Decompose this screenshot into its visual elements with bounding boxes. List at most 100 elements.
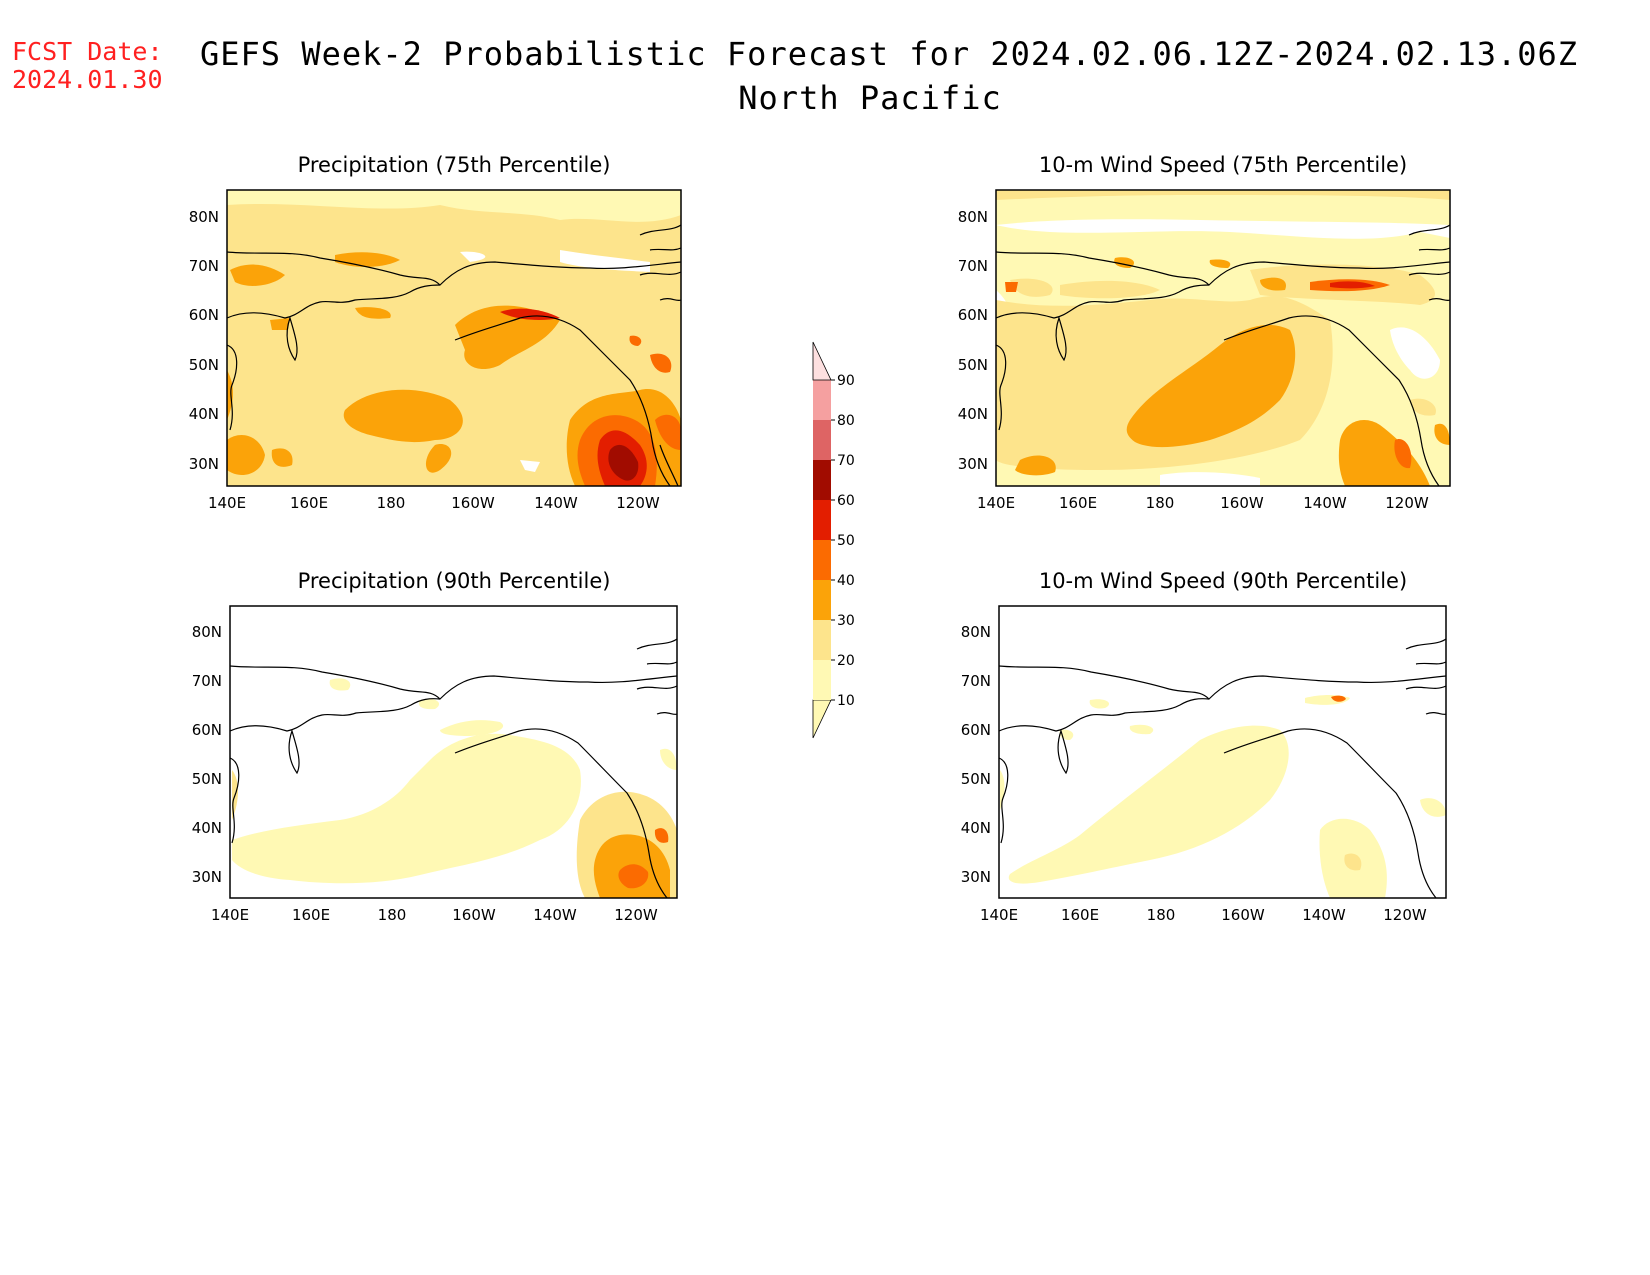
colorbar-swatch: [813, 500, 831, 540]
svg-text:30N: 30N: [189, 455, 219, 473]
panel-title: Precipitation (75th Percentile): [298, 153, 611, 177]
svg-text:140W: 140W: [1303, 494, 1347, 512]
svg-text:160E: 160E: [1061, 906, 1099, 924]
precip-90-shading: [230, 606, 677, 898]
colorbar-label: 80: [837, 413, 855, 429]
lat-axis-labels: 80N 70N 60N 50N 40N 30N: [192, 623, 222, 886]
map-frame: [998, 605, 1447, 899]
svg-text:70N: 70N: [961, 672, 991, 690]
svg-text:30N: 30N: [961, 868, 991, 886]
svg-text:80N: 80N: [961, 623, 991, 641]
colorbar-label: 30: [837, 613, 855, 629]
lon-axis-labels: 140E 160E 180 160W 140W 120W: [980, 906, 1427, 924]
wind-90-shading: [999, 606, 1446, 898]
lon-axis-labels: 140E 160E 180 160W 140W 120W: [211, 906, 658, 924]
svg-text:160W: 160W: [1221, 906, 1265, 924]
map-frame: [995, 189, 1451, 487]
svg-text:140W: 140W: [534, 494, 578, 512]
svg-text:60N: 60N: [189, 306, 219, 324]
precip-75-shading: [227, 190, 681, 486]
svg-text:120W: 120W: [1385, 494, 1429, 512]
colorbar-label: 50: [837, 533, 855, 549]
colorbar-swatch: [813, 620, 831, 660]
wind-75-shading: [996, 190, 1450, 486]
svg-text:140W: 140W: [533, 906, 577, 924]
colorbar-label: 10: [837, 693, 855, 709]
svg-text:120W: 120W: [614, 906, 658, 924]
colorbar-swatch: [813, 380, 831, 420]
svg-text:70N: 70N: [958, 257, 988, 275]
colorbar-label: 60: [837, 493, 855, 509]
colorbar-swatch: [813, 540, 831, 580]
svg-text:50N: 50N: [189, 356, 219, 374]
svg-text:160W: 160W: [452, 906, 496, 924]
svg-text:30N: 30N: [192, 868, 222, 886]
svg-text:40N: 40N: [189, 405, 219, 423]
svg-text:140E: 140E: [211, 906, 249, 924]
svg-text:180: 180: [1146, 494, 1175, 512]
fcst-date-value: 2024.01.30: [12, 65, 163, 94]
svg-text:40N: 40N: [192, 819, 222, 837]
svg-text:30N: 30N: [958, 455, 988, 473]
coastlines: [230, 638, 677, 898]
panel-title: 10-m Wind Speed (90th Percentile): [1039, 569, 1407, 593]
panel-precip-75: Precipitation (75th Percentile): [189, 153, 682, 512]
svg-text:50N: 50N: [192, 770, 222, 788]
colorbar-lower-wedge: [812, 699, 832, 739]
panel-title: 10-m Wind Speed (75th Percentile): [1039, 153, 1407, 177]
lon-axis-labels: 140E 160E 180 160W 140W 120W: [977, 494, 1429, 512]
colorbar-label: 70: [837, 453, 855, 469]
lon-axis-labels: 140E 160E 180 160W 140W 120W: [208, 494, 660, 512]
svg-text:140E: 140E: [980, 906, 1018, 924]
forecast-date-label: FCST Date: 2024.01.30: [12, 38, 163, 94]
svg-text:70N: 70N: [189, 257, 219, 275]
colorbar-upper-wedge: [812, 341, 832, 381]
svg-text:140W: 140W: [1302, 906, 1346, 924]
svg-text:80N: 80N: [958, 208, 988, 226]
lat-axis-labels: 80N 70N 60N 50N 40N 30N: [961, 623, 991, 886]
colorbar-swatch: [813, 580, 831, 620]
panel-precip-90: Precipitation (90th Percentile) 80N 70N: [192, 569, 678, 924]
colorbar-label: 20: [837, 653, 855, 669]
colorbar-label: 90: [837, 373, 855, 389]
svg-text:70N: 70N: [192, 672, 222, 690]
title-line-1: GEFS Week-2 Probabilistic Forecast for 2…: [200, 35, 1579, 73]
map-frame: [229, 605, 678, 899]
svg-text:160W: 160W: [1220, 494, 1264, 512]
svg-text:180: 180: [377, 494, 406, 512]
svg-text:160E: 160E: [1059, 494, 1097, 512]
panel-title: Precipitation (90th Percentile): [298, 569, 611, 593]
svg-text:60N: 60N: [192, 721, 222, 739]
svg-text:120W: 120W: [616, 494, 660, 512]
lat-axis-labels: 80N 70N 60N 50N 40N 30N: [958, 208, 988, 473]
svg-text:120W: 120W: [1383, 906, 1427, 924]
title-line-2: North Pacific: [738, 79, 1002, 117]
svg-text:140E: 140E: [977, 494, 1015, 512]
svg-text:160E: 160E: [292, 906, 330, 924]
svg-text:180: 180: [1147, 906, 1176, 924]
svg-text:50N: 50N: [961, 770, 991, 788]
fcst-date-caption: FCST Date:: [12, 37, 163, 66]
panel-wind-90: 10-m Wind Speed (90th Percentile) 80N: [961, 569, 1447, 924]
svg-text:80N: 80N: [192, 623, 222, 641]
panel-wind-75: 10-m Wind Speed (75th Percentile): [958, 153, 1451, 512]
coastlines: [999, 638, 1446, 898]
svg-text:60N: 60N: [958, 306, 988, 324]
svg-text:50N: 50N: [958, 356, 988, 374]
svg-text:180: 180: [378, 906, 407, 924]
svg-text:80N: 80N: [189, 208, 219, 226]
colorbar-swatch: [813, 660, 831, 700]
colorbar-swatch: [813, 420, 831, 460]
colorbar-legend: 10 20 30 40 50 60 70 80 90: [812, 341, 855, 739]
svg-text:160E: 160E: [290, 494, 328, 512]
lat-axis-labels: 80N 70N 60N 50N 40N 30N: [189, 208, 219, 473]
colorbar-swatch: [813, 460, 831, 500]
coastlines: [227, 224, 681, 486]
svg-text:40N: 40N: [961, 819, 991, 837]
colorbar-label: 40: [837, 573, 855, 589]
map-frame: [226, 189, 682, 487]
svg-text:60N: 60N: [961, 721, 991, 739]
svg-text:160W: 160W: [451, 494, 495, 512]
figure-title: GEFS Week-2 Probabilistic Forecast for 2…: [200, 32, 1579, 120]
